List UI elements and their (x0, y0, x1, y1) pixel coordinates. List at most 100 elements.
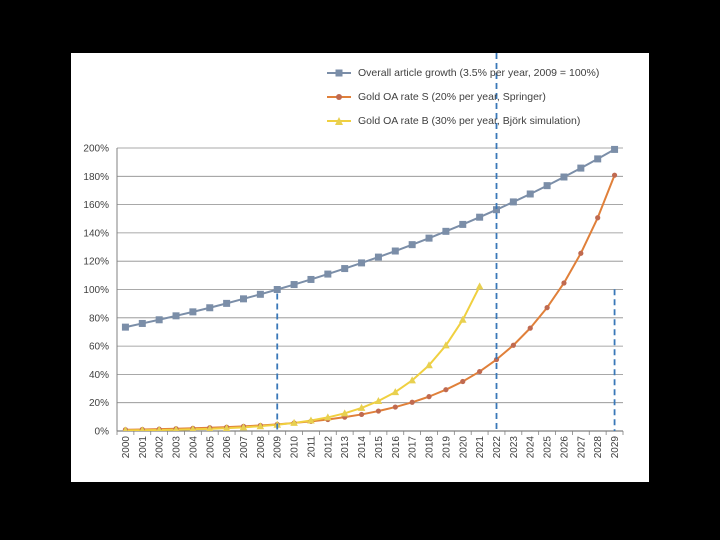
data-point (121, 323, 129, 331)
line-chart: 0% 20% 40% 60% 80% 100% 120% 140% 160% 180% 200% 20… (83, 53, 624, 459)
data-point (526, 190, 534, 198)
y-tick-label: 140% (83, 228, 109, 239)
data-point (374, 397, 383, 405)
data-point (391, 247, 399, 255)
x-tick-label: 2023 (509, 436, 520, 459)
data-point (357, 403, 366, 411)
data-point (443, 387, 449, 393)
data-point (122, 426, 128, 431)
x-tick-label: 2014 (357, 436, 368, 459)
data-point (324, 270, 332, 278)
series-line (125, 285, 481, 431)
y-tick-label: 0% (95, 427, 110, 438)
x-tick-label: 2008 (256, 436, 267, 459)
data-point (256, 290, 264, 298)
data-point (358, 411, 365, 418)
legend-item-gold-s: Gold OA rate S (20% per year, Springer) (326, 85, 599, 109)
data-point (527, 325, 533, 331)
data-point (561, 280, 567, 286)
x-tick-label: 2024 (526, 436, 537, 459)
data-point (324, 413, 332, 421)
data-point (273, 286, 281, 293)
data-point (560, 173, 568, 181)
data-point (426, 394, 432, 400)
data-point (409, 399, 415, 405)
data-point (543, 182, 551, 190)
data-point (595, 215, 601, 221)
x-tick-label: 2019 (441, 436, 452, 459)
legend-item-gold-b: Gold OA rate B (30% per year, Björk simu… (326, 109, 599, 133)
x-tick-label: 2009 (273, 436, 284, 459)
data-point (544, 305, 550, 311)
data-point (222, 424, 231, 431)
data-point (509, 198, 517, 206)
x-tick-label: 2021 (475, 436, 486, 459)
series-group (121, 145, 619, 431)
data-point (341, 265, 349, 273)
data-point (172, 312, 180, 320)
data-point (173, 425, 179, 431)
data-point (460, 378, 466, 385)
x-tick-label: 2029 (610, 436, 621, 459)
data-point (307, 275, 315, 283)
legend-label-gold-b: Gold OA rate B (30% per year, Björk simu… (358, 115, 581, 127)
legend-item-overall: Overall article growth (3.5% per year, 2… (326, 61, 599, 85)
data-point (223, 299, 231, 307)
legend-swatch-triangle-icon (327, 117, 351, 125)
y-tick-label: 180% (83, 172, 109, 183)
data-point (392, 404, 398, 410)
data-point (577, 164, 585, 172)
y-tick-label: 100% (83, 285, 109, 296)
y-tick-label: 60% (89, 342, 109, 353)
y-tick-label: 40% (89, 370, 109, 381)
data-point (458, 315, 467, 323)
x-tick-label: 2015 (374, 436, 385, 459)
data-point (156, 426, 162, 431)
data-point (290, 281, 298, 289)
data-point (206, 424, 214, 431)
data-point (138, 319, 146, 327)
data-point (408, 241, 416, 249)
data-point (459, 220, 467, 228)
data-point (340, 409, 349, 417)
data-point (408, 376, 416, 384)
data-point (189, 308, 197, 316)
data-point (611, 145, 619, 153)
data-point (206, 304, 214, 312)
data-point (475, 282, 484, 290)
y-tick-label: 80% (89, 313, 109, 324)
series-line (125, 174, 616, 431)
data-point (442, 227, 450, 235)
x-tick-label: 2011 (306, 436, 317, 458)
data-point (477, 368, 483, 375)
legend-label-overall: Overall article growth (3.5% per year, 2… (358, 67, 600, 79)
x-tick-label: 2020 (458, 436, 469, 459)
x-tick-label: 2000 (121, 436, 132, 459)
data-point (155, 316, 163, 324)
y-tick-label: 160% (83, 200, 109, 211)
x-tick-label: 2010 (290, 436, 301, 459)
x-tick-label: 2017 (408, 436, 419, 459)
data-point (189, 425, 196, 431)
data-point (139, 426, 145, 431)
data-point (375, 408, 382, 414)
data-point (578, 250, 584, 256)
chart-panel: 0% 20% 40% 60% 80% 100% 120% 140% 160% 180% 200% 20… (71, 53, 649, 482)
data-point (240, 295, 247, 303)
legend-swatch-circle-icon (327, 94, 351, 100)
x-tick-label: 2003 (172, 436, 183, 459)
x-tick-label: 2004 (188, 436, 199, 459)
x-tick-label: 2022 (492, 436, 503, 459)
x-tick-label: 2016 (391, 436, 402, 459)
data-point (290, 418, 298, 426)
legend-label-gold-s: Gold OA rate S (20% per year, Springer) (358, 91, 546, 103)
x-tick-label: 2013 (340, 436, 351, 459)
x-tick-label: 2001 (138, 436, 149, 459)
x-tick-label: 2028 (593, 436, 604, 459)
data-point (425, 361, 433, 369)
x-tick-label: 2026 (559, 436, 570, 459)
data-point (307, 416, 315, 424)
data-point (256, 422, 265, 430)
data-point (239, 423, 248, 431)
x-tick-label: 2007 (239, 436, 250, 459)
